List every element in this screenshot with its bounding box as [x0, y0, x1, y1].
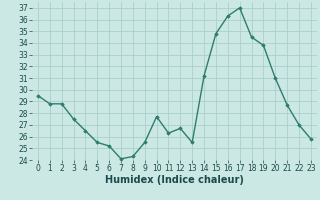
X-axis label: Humidex (Indice chaleur): Humidex (Indice chaleur) [105, 175, 244, 185]
